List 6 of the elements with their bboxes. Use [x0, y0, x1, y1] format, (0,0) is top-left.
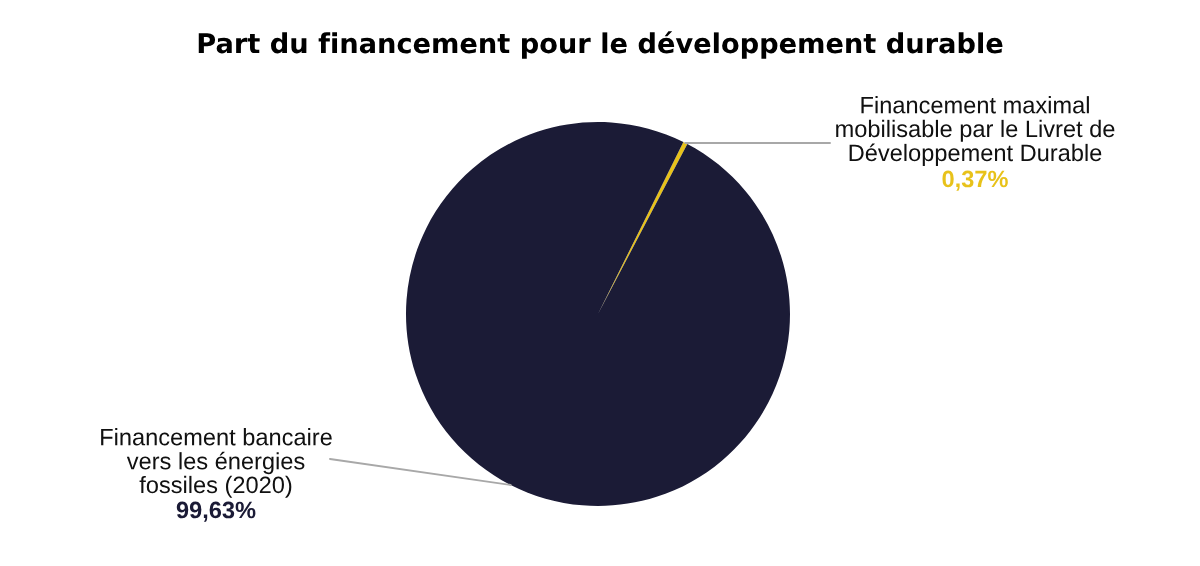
chart-title: Part du financement pour le développement durable — [198, 31, 1003, 59]
slice-label: Financement maximal mobilisable par le Livret de Développement Durable — [836, 96, 1115, 166]
data-label: 99,63% — [176, 501, 256, 522]
data-label: 0,37% — [942, 170, 1008, 191]
pie-slice — [406, 122, 790, 506]
slice-label: Financement bancaire vers les énergies fossiles (2020) — [101, 428, 332, 498]
